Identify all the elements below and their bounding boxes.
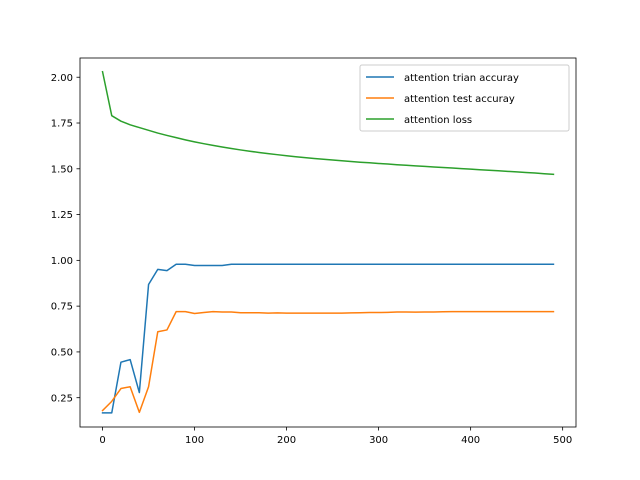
legend-label-attention-loss: attention loss <box>404 115 472 126</box>
y-tick-label: 1.75 <box>51 119 73 130</box>
x-tick-label: 0 <box>99 435 105 446</box>
y-tick-label: 1.50 <box>51 164 73 175</box>
y-tick-label: 0.50 <box>51 348 73 359</box>
legend-box <box>359 64 570 132</box>
series-line-attention-trian-accuray <box>101 263 555 414</box>
x-tick-label: 100 <box>185 435 204 446</box>
y-tick-label: 1.25 <box>51 210 73 221</box>
legend: attention trian accuray attention test ac… <box>359 64 570 132</box>
legend-label-attention-trian-accuray: attention trian accuray <box>404 73 519 84</box>
series-layer <box>101 70 555 414</box>
series-line-attention-test-accuray <box>101 310 555 414</box>
x-axis: 0 100 200 300 400 500 <box>99 427 572 446</box>
y-tick-label: 1.00 <box>51 256 73 267</box>
x-tick-label: 200 <box>277 435 296 446</box>
y-tick-label: 0.75 <box>51 302 73 313</box>
y-tick-label: 0.25 <box>51 393 73 404</box>
y-axis: 0.25 0.50 0.75 1.00 1.25 1.50 1.75 2.00 <box>51 73 80 404</box>
series-line-attention-loss <box>101 70 555 176</box>
y-tick-label: 2.00 <box>51 73 73 84</box>
axes-frame <box>79 57 577 428</box>
x-tick-label: 400 <box>461 435 480 446</box>
legend-label-attention-test-accuray: attention test accuray <box>404 94 515 105</box>
x-tick-label: 500 <box>553 435 572 446</box>
x-tick-label: 300 <box>369 435 388 446</box>
